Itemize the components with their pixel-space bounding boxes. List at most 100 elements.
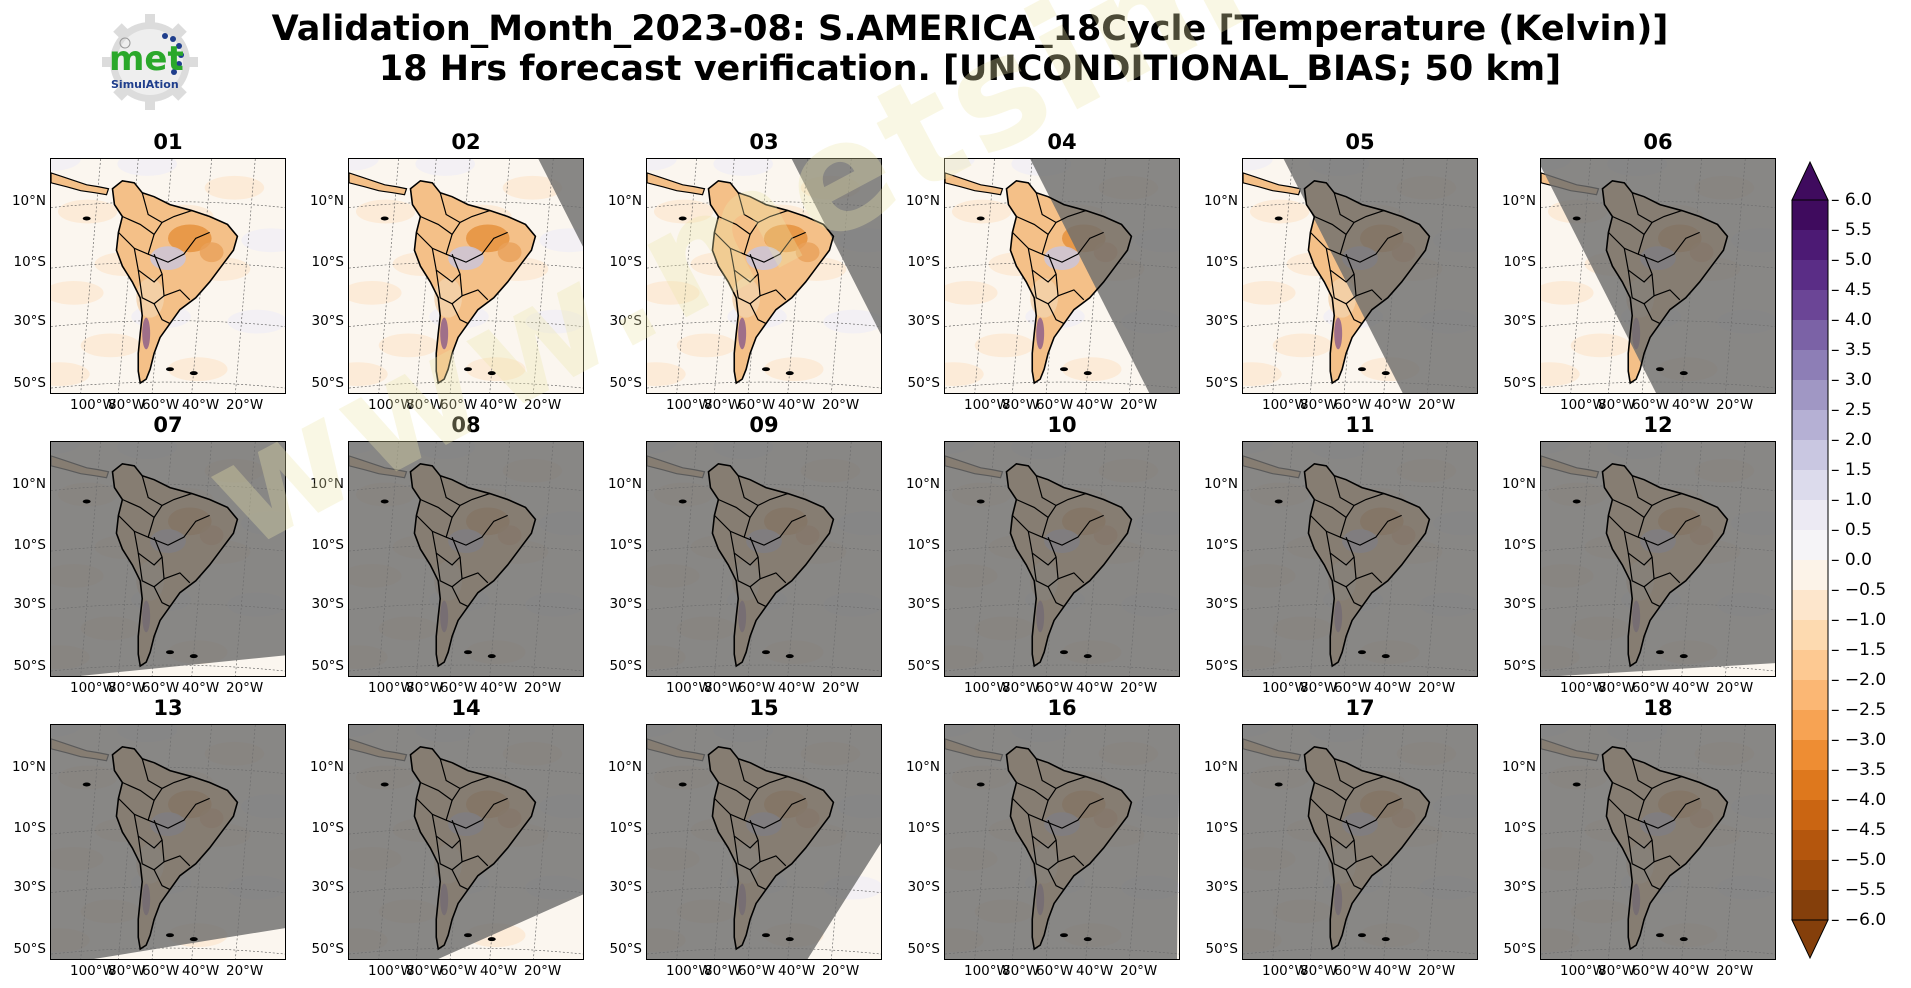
panel-map [1540, 724, 1776, 960]
panel-title: 17 [1345, 696, 1375, 720]
lon-tick-label: 100°W [666, 963, 712, 979]
lat-tick-label: 50°S [907, 658, 941, 674]
lon-tick-label: 20°W [1716, 963, 1754, 979]
lat-tick-label: 10°S [13, 820, 47, 836]
lon-tick-label: 100°W [1262, 397, 1308, 413]
panel-title: 03 [749, 130, 779, 154]
colorbar-bin [1792, 410, 1828, 441]
lat-tick-label: 10°S [1205, 820, 1239, 836]
lon-tick-label: 40°W [1374, 397, 1412, 413]
colorbar-bin [1792, 200, 1828, 231]
lon-tick-label: 100°W [70, 680, 116, 696]
colorbar-bin [1792, 350, 1828, 381]
lon-tick-label: 80°W [108, 680, 146, 696]
panel-map [50, 441, 286, 677]
panel-map [646, 158, 882, 394]
lat-tick-label: 50°S [609, 375, 643, 391]
colorbar-extend-max [1791, 160, 1829, 201]
lon-tick-label: 60°W [738, 397, 776, 413]
colorbar-bin [1792, 470, 1828, 501]
lon-tick-label: 100°W [964, 397, 1010, 413]
lat-tick-label: 50°S [1205, 375, 1239, 391]
panel-map [348, 724, 584, 960]
panel-title: 13 [153, 696, 183, 720]
lon-tick-label: 60°W [1334, 963, 1372, 979]
lon-tick-label: 100°W [70, 963, 116, 979]
lon-tick-label: 60°W [738, 680, 776, 696]
lon-tick-label: 20°W [226, 397, 264, 413]
lon-tick-label: 40°W [182, 963, 220, 979]
lat-tick-label: 10°N [1203, 759, 1238, 775]
panel-title: 09 [749, 413, 779, 437]
colorbar [1790, 160, 1830, 960]
colorbar-bin [1792, 590, 1828, 621]
lon-tick-label: 40°W [778, 397, 816, 413]
lon-tick-label: 60°W [142, 680, 180, 696]
lon-tick-label: 100°W [666, 680, 712, 696]
logo-subtext: SimulAtion [111, 78, 179, 91]
lon-tick-label: 20°W [524, 680, 562, 696]
colorbar-bin [1792, 530, 1828, 561]
lat-tick-label: 10°N [1203, 193, 1238, 209]
lat-tick-label: 10°N [1501, 193, 1536, 209]
lat-tick-label: 10°S [1503, 820, 1537, 836]
lon-tick-label: 20°W [822, 963, 860, 979]
lon-tick-label: 60°W [738, 963, 776, 979]
panel-map [50, 158, 286, 394]
lat-tick-label: 30°S [1503, 879, 1537, 895]
panel-map [50, 724, 286, 960]
lon-tick-label: 20°W [1120, 397, 1158, 413]
lat-tick-label: 50°S [1503, 375, 1537, 391]
lat-tick-label: 10°N [309, 476, 344, 492]
lat-tick-label: 10°N [11, 193, 46, 209]
lon-tick-label: 60°W [1632, 680, 1670, 696]
lat-tick-label: 50°S [1503, 658, 1537, 674]
lon-tick-label: 100°W [964, 680, 1010, 696]
lat-tick-label: 10°N [309, 193, 344, 209]
lon-tick-label: 100°W [1262, 963, 1308, 979]
lon-tick-label: 40°W [182, 680, 220, 696]
lat-tick-label: 10°N [905, 476, 940, 492]
lon-tick-label: 60°W [142, 963, 180, 979]
lat-tick-label: 10°S [13, 537, 47, 553]
lon-tick-label: 40°W [778, 963, 816, 979]
lat-tick-label: 30°S [609, 879, 643, 895]
lat-tick-label: 10°S [1205, 254, 1239, 270]
lon-tick-label: 60°W [1632, 963, 1670, 979]
lon-tick-label: 60°W [1632, 397, 1670, 413]
lon-tick-label: 20°W [1120, 963, 1158, 979]
lon-tick-label: 40°W [1374, 680, 1412, 696]
lon-tick-label: 80°W [1598, 680, 1636, 696]
panel-map [348, 441, 584, 677]
lat-tick-label: 30°S [13, 596, 47, 612]
panel-title: 10 [1047, 413, 1077, 437]
lon-tick-label: 100°W [70, 397, 116, 413]
panel-title: 15 [749, 696, 779, 720]
lat-tick-label: 10°S [1205, 537, 1239, 553]
lon-tick-label: 100°W [666, 397, 712, 413]
lat-tick-label: 10°N [607, 476, 642, 492]
panel-title: 08 [451, 413, 481, 437]
lon-tick-label: 40°W [1076, 680, 1114, 696]
colorbar-bin [1792, 320, 1828, 351]
colorbar-tick-label: – −5.0 [1831, 850, 1887, 870]
lat-tick-label: 50°S [311, 941, 345, 957]
lat-tick-label: 10°S [311, 254, 345, 270]
lon-tick-label: 60°W [1334, 397, 1372, 413]
panel-map [1242, 724, 1478, 960]
panel-title: 11 [1345, 413, 1375, 437]
colorbar-bin [1792, 650, 1828, 681]
colorbar-tick-label: – −5.5 [1831, 880, 1887, 900]
lat-tick-label: 50°S [907, 941, 941, 957]
lat-tick-label: 10°S [609, 254, 643, 270]
lat-tick-label: 10°N [11, 759, 46, 775]
colorbar-tick-label: – −2.5 [1831, 700, 1887, 720]
lon-tick-label: 80°W [406, 680, 444, 696]
colorbar-tick-label: – 5.0 [1831, 250, 1872, 270]
lat-tick-label: 50°S [311, 658, 345, 674]
colorbar-tick-label: – −4.5 [1831, 820, 1887, 840]
colorbar-tick-label: – 4.0 [1831, 310, 1872, 330]
logo-wordmark: met [109, 39, 184, 79]
lon-tick-label: 100°W [368, 963, 414, 979]
met-simulation-logo: met SimulAtion [95, 12, 205, 112]
